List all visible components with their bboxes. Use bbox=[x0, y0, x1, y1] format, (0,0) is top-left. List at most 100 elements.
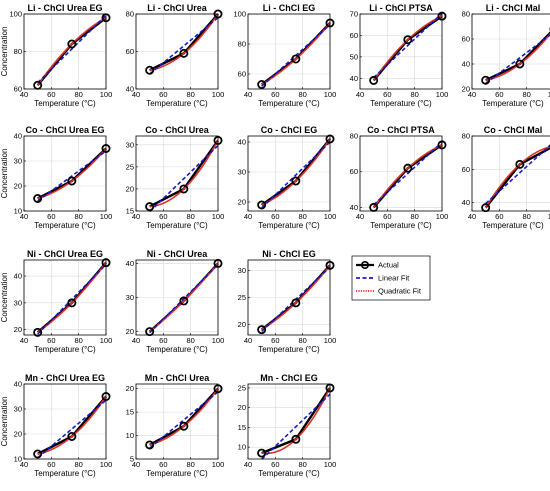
x-axis-label: Temperature (°C) bbox=[258, 469, 320, 478]
x-tick-label: 100 bbox=[436, 212, 449, 221]
x-tick-label: 60 bbox=[271, 336, 279, 345]
y-tick-label: 50 bbox=[350, 52, 358, 61]
subplot-13: 40 60 80 100202530Ni - ChCl EGTemperature (… bbox=[238, 249, 337, 354]
x-tick-label: 100 bbox=[100, 336, 113, 345]
y-tick-label: 40 bbox=[14, 272, 22, 281]
subplot-12: 40 60 80 100203040Ni - ChCl UreaTemperature… bbox=[126, 249, 225, 354]
x-axis-label: Temperature (°C) bbox=[258, 221, 320, 230]
y-tick-label: 25 bbox=[126, 162, 134, 171]
y-tick-label: 60 bbox=[126, 47, 134, 56]
legend-label: Quadratic Fit bbox=[378, 287, 422, 296]
x-tick-label: 100 bbox=[212, 336, 225, 345]
x-axis-label: Temperature (°C) bbox=[34, 345, 96, 354]
y-tick-label: 60 bbox=[238, 70, 246, 79]
x-tick-label: 100 bbox=[324, 212, 337, 221]
y-tick-label: 20 bbox=[238, 320, 246, 329]
subplot-14: 40 60 80 10010203040Mn - ChCl Urea EGTemper… bbox=[0, 373, 112, 478]
x-axis-label: Temperature (°C) bbox=[146, 221, 208, 230]
y-tick-label: 15 bbox=[126, 408, 134, 417]
x-tick-label: 80 bbox=[186, 90, 194, 99]
x-tick-label: 60 bbox=[159, 212, 167, 221]
y-tick-label: 80 bbox=[126, 10, 134, 19]
plot-area bbox=[136, 136, 218, 211]
x-tick-label: 40 bbox=[132, 336, 140, 345]
x-axis-label: Temperature (°C) bbox=[146, 99, 208, 108]
subplot-title: Li - ChCl Mal bbox=[486, 3, 541, 13]
x-tick-label: 100 bbox=[100, 460, 113, 469]
legend: Actual Linear Fit Quadratic Fit bbox=[352, 256, 430, 300]
x-axis-label: Temperature (°C) bbox=[146, 345, 208, 354]
y-tick-label: 80 bbox=[14, 47, 22, 56]
x-tick-label: 60 bbox=[47, 212, 55, 221]
y-tick-label: 60 bbox=[462, 165, 470, 174]
x-tick-label: 40 bbox=[356, 212, 364, 221]
x-tick-label: 60 bbox=[47, 90, 55, 99]
y-tick-label: 10 bbox=[238, 443, 246, 452]
x-tick-label: 80 bbox=[298, 460, 306, 469]
x-tick-label: 60 bbox=[271, 460, 279, 469]
y-tick-label: 40 bbox=[126, 85, 134, 94]
y-tick-label: 40 bbox=[350, 74, 358, 83]
subplot-2: 40 60 80 100 40 60 80 Li - ChCl Urea Temperature… bbox=[126, 3, 225, 108]
y-axis-label: Concentration bbox=[0, 273, 9, 323]
x-tick-label: 40 bbox=[244, 460, 252, 469]
y-tick-label: 100 bbox=[233, 10, 246, 19]
y-tick-label: 40 bbox=[238, 138, 246, 147]
x-tick-label: 40 bbox=[356, 90, 364, 99]
x-tick-label: 40 bbox=[244, 212, 252, 221]
x-tick-label: 40 bbox=[244, 90, 252, 99]
x-tick-label: 60 bbox=[271, 212, 279, 221]
y-tick-label: 20 bbox=[462, 85, 470, 94]
plot-area bbox=[248, 384, 330, 459]
x-tick-label: 100 bbox=[212, 212, 225, 221]
y-tick-label: 25 bbox=[238, 383, 246, 392]
subplot-7: 40 60 80 10015202530Co - ChCl UreaTemperatu… bbox=[126, 125, 225, 230]
x-tick-label: 40 bbox=[468, 212, 476, 221]
x-axis-label: Temperature (°C) bbox=[34, 99, 96, 108]
y-tick-label: 30 bbox=[126, 140, 134, 149]
subplot-title: Co - ChCl Urea EG bbox=[25, 125, 104, 135]
y-tick-label: 20 bbox=[14, 182, 22, 191]
subplot-title: Mn - ChCl Urea EG bbox=[25, 373, 105, 383]
y-tick-label: 20 bbox=[238, 403, 246, 412]
y-tick-label: 10 bbox=[14, 207, 22, 216]
subplot-5: 40608010020406080Li - ChCl MalTemperatur… bbox=[462, 3, 550, 108]
x-tick-label: 60 bbox=[159, 336, 167, 345]
y-tick-label: 20 bbox=[126, 184, 134, 193]
subplot-4: 40 60 80 100 40 50 60 70 Li - ChCl PTSA Temperatu… bbox=[350, 3, 449, 108]
y-tick-label: 20 bbox=[126, 327, 134, 336]
x-tick-label: 100 bbox=[100, 212, 113, 221]
y-tick-label: 30 bbox=[238, 168, 246, 177]
y-tick-label: 15 bbox=[126, 207, 134, 216]
x-axis-label: Temperature (°C) bbox=[482, 99, 544, 108]
legend-label: Linear Fit bbox=[378, 274, 410, 283]
x-tick-label: 100 bbox=[324, 90, 337, 99]
subplot-title: Mn - ChCl EG bbox=[260, 373, 318, 383]
x-tick-label: 80 bbox=[298, 336, 306, 345]
x-tick-label: 100 bbox=[324, 336, 337, 345]
x-tick-label: 80 bbox=[522, 90, 530, 99]
y-tick-label: 60 bbox=[350, 31, 358, 40]
x-tick-label: 80 bbox=[410, 212, 418, 221]
subplot-title: Ni - ChCl EG bbox=[262, 249, 316, 259]
y-tick-label: 70 bbox=[350, 10, 358, 19]
subplot-title: Ni - ChCl Urea EG bbox=[27, 249, 103, 259]
y-tick-label: 80 bbox=[350, 132, 358, 141]
x-tick-label: 60 bbox=[495, 90, 503, 99]
x-tick-label: 40 bbox=[244, 336, 252, 345]
x-axis-label: Temperature (°C) bbox=[258, 99, 320, 108]
x-tick-label: 80 bbox=[186, 212, 194, 221]
subplot-title: Ni - ChCl Urea bbox=[147, 249, 209, 259]
y-tick-label: 30 bbox=[126, 293, 134, 302]
plot-area bbox=[24, 136, 106, 211]
y-tick-label: 100 bbox=[9, 10, 22, 19]
subplot-3: 40 60 80 100 60 80 100 Li - ChCl EG Temperature … bbox=[233, 3, 336, 108]
x-tick-label: 100 bbox=[324, 460, 337, 469]
x-axis-label: Temperature (°C) bbox=[146, 469, 208, 478]
plot-area bbox=[24, 260, 106, 335]
y-tick-label: 40 bbox=[126, 259, 134, 268]
y-tick-label: 20 bbox=[14, 430, 22, 439]
x-tick-label: 80 bbox=[74, 336, 82, 345]
